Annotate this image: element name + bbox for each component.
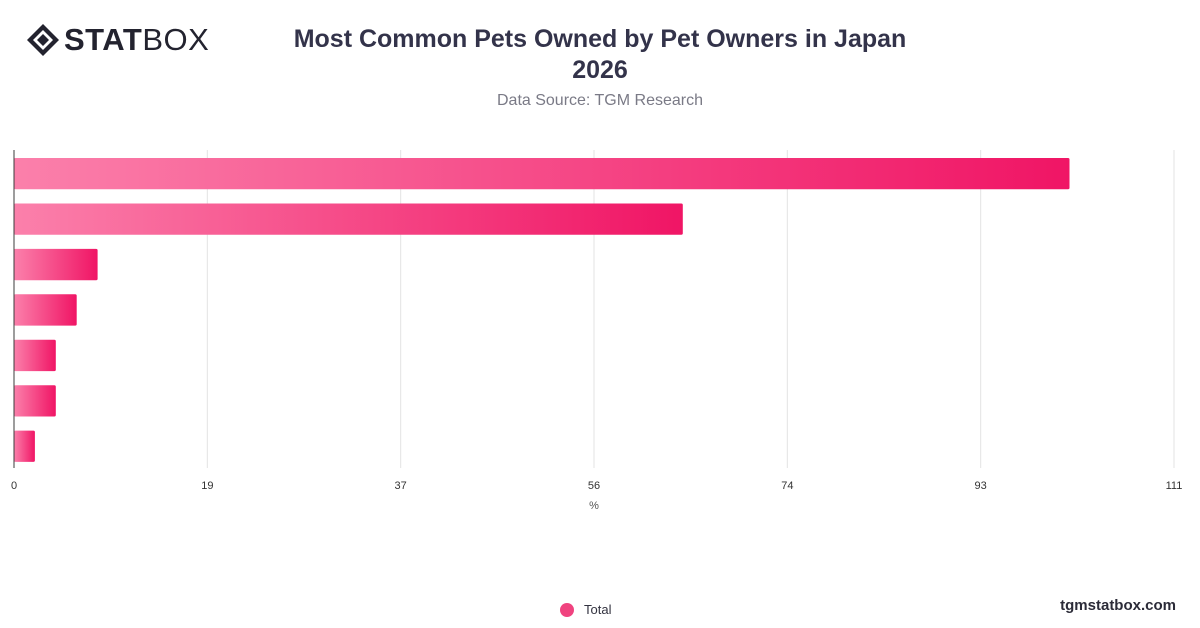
legend-item-total[interactable]: Total — [560, 602, 611, 617]
chart-title: Most Common Pets Owned by Pet Owners in … — [250, 24, 950, 86]
statbox-diamond-logo-icon — [27, 24, 59, 56]
bar-4[interactable] — [14, 339, 56, 372]
bar-2[interactable] — [14, 248, 98, 281]
legend-marker — [560, 602, 574, 617]
x-tick-label: 74 — [781, 480, 793, 492]
chart-subtitle: Data Source: TGM Research — [496, 92, 703, 109]
bar-6[interactable] — [14, 430, 35, 462]
bar-3[interactable] — [14, 294, 77, 326]
chart-title-line2: 2026 — [572, 56, 628, 84]
x-tick-label: 0 — [11, 480, 17, 492]
x-tick-label: 56 — [588, 480, 600, 492]
chart-title-line1: Most Common Pets Owned by Pet Owners in … — [293, 25, 907, 53]
logo-wordmark: STATBOX — [64, 22, 210, 57]
legend-label: Total — [584, 602, 612, 617]
bar-0[interactable] — [14, 158, 1070, 190]
bars — [14, 158, 1070, 462]
x-tick-label: 93 — [975, 480, 987, 492]
x-tick-label: 111 — [1166, 480, 1183, 492]
gridlines — [206, 150, 1175, 468]
axes: 0 19 37 56 74 93 111 — [11, 150, 1182, 492]
x-tick-label: 19 — [201, 480, 213, 492]
bar-5[interactable] — [14, 385, 56, 417]
x-tick-label: 37 — [395, 480, 407, 492]
statbox-logo: STATBOX — [26, 22, 209, 58]
bar-1[interactable] — [14, 203, 683, 235]
x-axis-label: % — [589, 500, 599, 512]
watermark: tgmstatbox.com — [1060, 597, 1176, 614]
